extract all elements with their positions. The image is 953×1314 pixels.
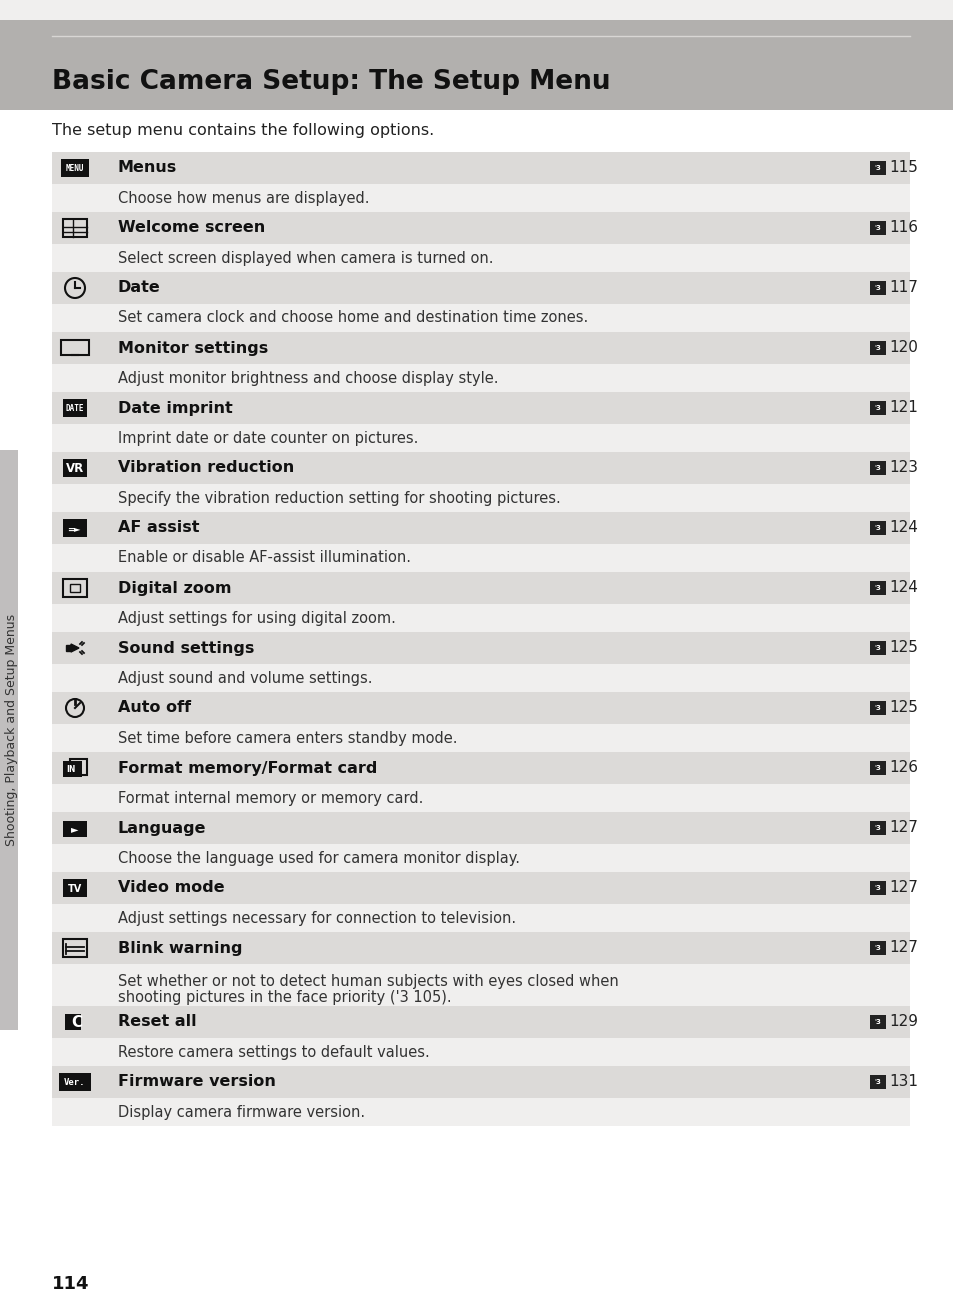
Polygon shape xyxy=(66,645,71,650)
Text: 131: 131 xyxy=(888,1075,917,1089)
Text: TV: TV xyxy=(68,883,82,894)
FancyBboxPatch shape xyxy=(52,244,909,272)
Text: '3: '3 xyxy=(874,886,881,891)
Text: Auto off: Auto off xyxy=(118,700,191,716)
FancyBboxPatch shape xyxy=(52,152,909,184)
FancyBboxPatch shape xyxy=(52,632,909,664)
Text: '3: '3 xyxy=(874,706,881,711)
FancyBboxPatch shape xyxy=(52,1038,909,1066)
FancyBboxPatch shape xyxy=(52,1066,909,1099)
Text: Adjust monitor brightness and choose display style.: Adjust monitor brightness and choose dis… xyxy=(118,371,498,385)
Text: '3: '3 xyxy=(874,585,881,591)
FancyBboxPatch shape xyxy=(52,872,909,904)
FancyBboxPatch shape xyxy=(869,761,885,775)
Text: Date: Date xyxy=(118,280,161,296)
Text: 123: 123 xyxy=(888,460,917,476)
Text: Adjust settings necessary for connection to television.: Adjust settings necessary for connection… xyxy=(118,911,516,925)
Text: 127: 127 xyxy=(888,941,917,955)
FancyBboxPatch shape xyxy=(869,461,885,474)
Text: '3: '3 xyxy=(874,526,881,531)
FancyBboxPatch shape xyxy=(869,641,885,654)
Text: Set time before camera enters standby mode.: Set time before camera enters standby mo… xyxy=(118,731,457,745)
Text: shooting pictures in the face priority ('3 105).: shooting pictures in the face priority (… xyxy=(118,989,451,1005)
Text: '3: '3 xyxy=(874,465,881,470)
FancyBboxPatch shape xyxy=(0,110,953,1314)
Text: Basic Camera Setup: The Setup Menu: Basic Camera Setup: The Setup Menu xyxy=(52,70,610,95)
Text: Firmware version: Firmware version xyxy=(118,1075,275,1089)
Text: 115: 115 xyxy=(888,160,917,176)
FancyBboxPatch shape xyxy=(52,572,909,604)
FancyBboxPatch shape xyxy=(52,392,909,424)
FancyBboxPatch shape xyxy=(52,752,909,784)
Text: Adjust sound and volume settings.: Adjust sound and volume settings. xyxy=(118,670,372,686)
FancyBboxPatch shape xyxy=(52,364,909,392)
FancyBboxPatch shape xyxy=(52,844,909,872)
Text: Specify the vibration reduction setting for shooting pictures.: Specify the vibration reduction setting … xyxy=(118,490,560,506)
FancyBboxPatch shape xyxy=(52,604,909,632)
Text: Enable or disable AF-assist illumination.: Enable or disable AF-assist illumination… xyxy=(118,551,411,565)
FancyBboxPatch shape xyxy=(869,941,885,955)
Text: '3: '3 xyxy=(874,825,881,830)
FancyBboxPatch shape xyxy=(869,821,885,834)
FancyBboxPatch shape xyxy=(52,724,909,752)
Text: Format internal memory or memory card.: Format internal memory or memory card. xyxy=(118,791,423,805)
FancyBboxPatch shape xyxy=(52,272,909,304)
Text: DATE: DATE xyxy=(66,403,84,413)
Text: 125: 125 xyxy=(888,640,917,656)
Text: Set camera clock and choose home and destination time zones.: Set camera clock and choose home and des… xyxy=(118,310,588,326)
FancyBboxPatch shape xyxy=(59,1074,91,1091)
Text: Display camera firmware version.: Display camera firmware version. xyxy=(118,1105,365,1120)
FancyBboxPatch shape xyxy=(63,459,87,477)
Text: '3: '3 xyxy=(874,285,881,290)
Text: '3: '3 xyxy=(874,166,881,171)
FancyBboxPatch shape xyxy=(0,449,18,1030)
Text: Shooting, Playback and Setup Menus: Shooting, Playback and Setup Menus xyxy=(6,614,18,846)
Text: '3: '3 xyxy=(874,765,881,771)
Text: Vibration reduction: Vibration reduction xyxy=(118,460,294,476)
FancyBboxPatch shape xyxy=(52,332,909,364)
Text: Ver.: Ver. xyxy=(64,1077,86,1087)
FancyBboxPatch shape xyxy=(52,212,909,244)
Text: '3: '3 xyxy=(874,1079,881,1085)
Text: 127: 127 xyxy=(888,880,917,896)
Text: Imprint date or date counter on pictures.: Imprint date or date counter on pictures… xyxy=(118,431,418,445)
Text: Set whether or not to detect human subjects with eyes closed when: Set whether or not to detect human subje… xyxy=(118,974,618,989)
Text: AF assist: AF assist xyxy=(118,520,199,536)
Text: 117: 117 xyxy=(888,280,917,296)
Text: Format memory/Format card: Format memory/Format card xyxy=(118,761,377,775)
Text: Adjust settings for using digital zoom.: Adjust settings for using digital zoom. xyxy=(118,611,395,625)
FancyBboxPatch shape xyxy=(869,520,885,535)
Text: 126: 126 xyxy=(888,761,917,775)
FancyBboxPatch shape xyxy=(52,812,909,844)
FancyBboxPatch shape xyxy=(52,964,909,1007)
FancyBboxPatch shape xyxy=(869,401,885,415)
FancyBboxPatch shape xyxy=(52,1007,909,1038)
Text: Sound settings: Sound settings xyxy=(118,640,254,656)
FancyBboxPatch shape xyxy=(52,544,909,572)
Text: IN: IN xyxy=(66,765,75,774)
Text: 127: 127 xyxy=(888,820,917,836)
Text: C: C xyxy=(71,1014,83,1030)
FancyBboxPatch shape xyxy=(52,692,909,724)
FancyBboxPatch shape xyxy=(61,159,89,177)
Text: '3: '3 xyxy=(874,945,881,951)
Text: Welcome screen: Welcome screen xyxy=(118,221,265,235)
Text: Digital zoom: Digital zoom xyxy=(118,581,232,595)
Text: │: │ xyxy=(73,763,79,775)
Text: Video mode: Video mode xyxy=(118,880,224,896)
Text: Restore camera settings to default values.: Restore camera settings to default value… xyxy=(118,1045,429,1059)
Text: The setup menu contains the following options.: The setup menu contains the following op… xyxy=(52,122,434,138)
FancyBboxPatch shape xyxy=(869,221,885,235)
Text: 124: 124 xyxy=(888,581,917,595)
FancyBboxPatch shape xyxy=(52,304,909,332)
FancyBboxPatch shape xyxy=(52,932,909,964)
Text: '3: '3 xyxy=(874,225,881,231)
Text: Choose how menus are displayed.: Choose how menus are displayed. xyxy=(118,191,369,205)
Text: Blink warning: Blink warning xyxy=(118,941,242,955)
Text: '3: '3 xyxy=(874,346,881,351)
Text: 116: 116 xyxy=(888,221,917,235)
FancyBboxPatch shape xyxy=(65,1014,81,1030)
FancyBboxPatch shape xyxy=(63,399,87,417)
FancyBboxPatch shape xyxy=(869,581,885,595)
